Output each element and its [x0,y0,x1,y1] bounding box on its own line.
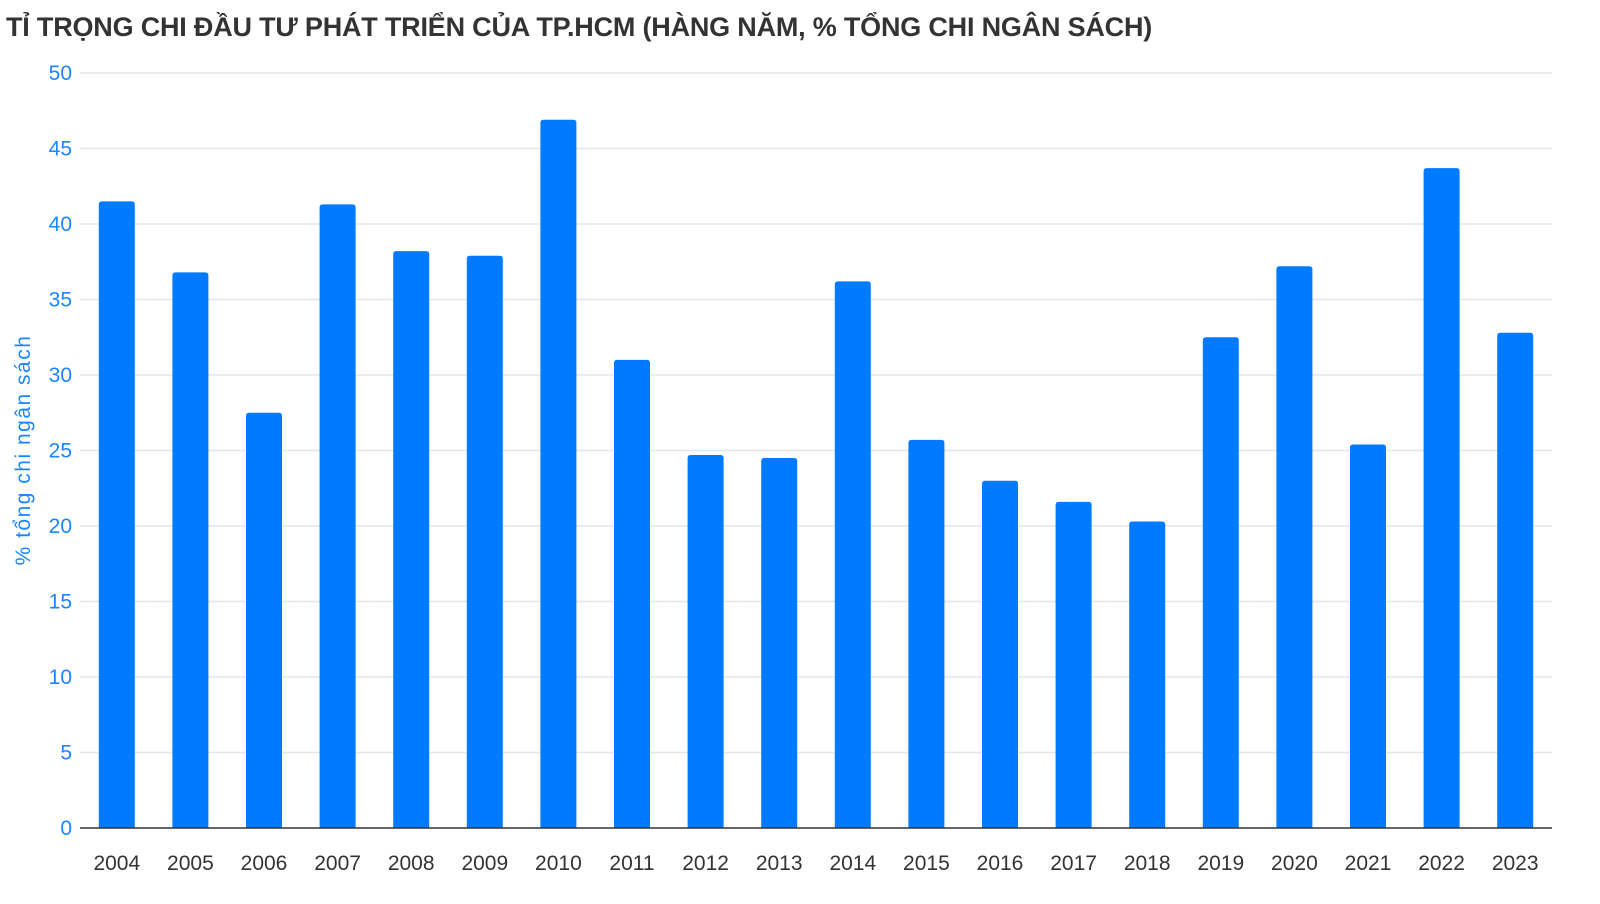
x-tick-label: 2014 [829,852,876,875]
y-tick-label: 0 [60,817,72,840]
x-tick-label: 2012 [682,852,729,875]
y-tick-label: 15 [49,591,72,614]
chart-title: TỈ TRỌNG CHI ĐẦU TƯ PHÁT TRIỂN CỦA TP.HC… [6,12,1153,42]
bar-2014 [834,281,871,828]
x-tick-label: 2010 [535,852,582,875]
bar-2012 [687,455,724,828]
x-tick-label: 2018 [1124,852,1171,875]
bar-2010 [540,119,577,828]
y-tick-label: 45 [49,138,72,161]
x-tick-label: 2022 [1418,852,1465,875]
bar-2016 [982,480,1018,828]
bar-2004 [98,201,135,829]
x-tick-label: 2019 [1197,852,1244,875]
bar-2020 [1276,266,1313,828]
y-tick-label: 40 [49,213,72,236]
x-tick-label: 2013 [756,852,803,875]
y-tick-label: 5 [60,742,72,765]
y-tick-label: 50 [49,62,72,85]
x-tick-label: 2016 [977,852,1024,875]
y-tick-label: 35 [49,289,72,312]
bar-2009 [466,255,503,829]
y-tick-label: 30 [49,364,72,387]
x-tick-label: 2005 [167,852,214,875]
x-tick-label: 2007 [314,852,361,875]
bar-2023 [1497,332,1534,828]
bar-2017 [1055,501,1092,828]
bar-2021 [1350,444,1386,828]
bar-2019 [1202,337,1239,828]
bar-2018 [1129,521,1166,828]
bar-2011 [614,359,650,828]
bar-2022 [1423,168,1460,828]
bar-2008 [393,251,430,828]
x-tick-label: 2008 [388,852,435,875]
x-tick-label: 2021 [1345,852,1392,875]
x-tick-label: 2011 [609,852,654,875]
y-tick-label: 10 [49,666,72,689]
y-axis-label: % tổng chi ngân sách [12,335,35,566]
bar-2005 [172,272,209,828]
x-tick-label: 2006 [241,852,288,875]
y-tick-label: 25 [49,440,72,463]
x-tick-label: 2009 [461,852,508,875]
x-tick-label: 2017 [1050,852,1097,875]
x-tick-label: 2015 [903,852,950,875]
y-tick-label: 20 [49,515,72,538]
bar-2015 [908,439,945,828]
bar-2007 [319,204,356,828]
x-tick-label: 2004 [93,852,140,875]
bar-2006 [246,412,282,828]
x-tick-label: 2023 [1492,852,1539,875]
bar-2013 [761,458,798,828]
x-tick-label: 2020 [1271,852,1318,875]
